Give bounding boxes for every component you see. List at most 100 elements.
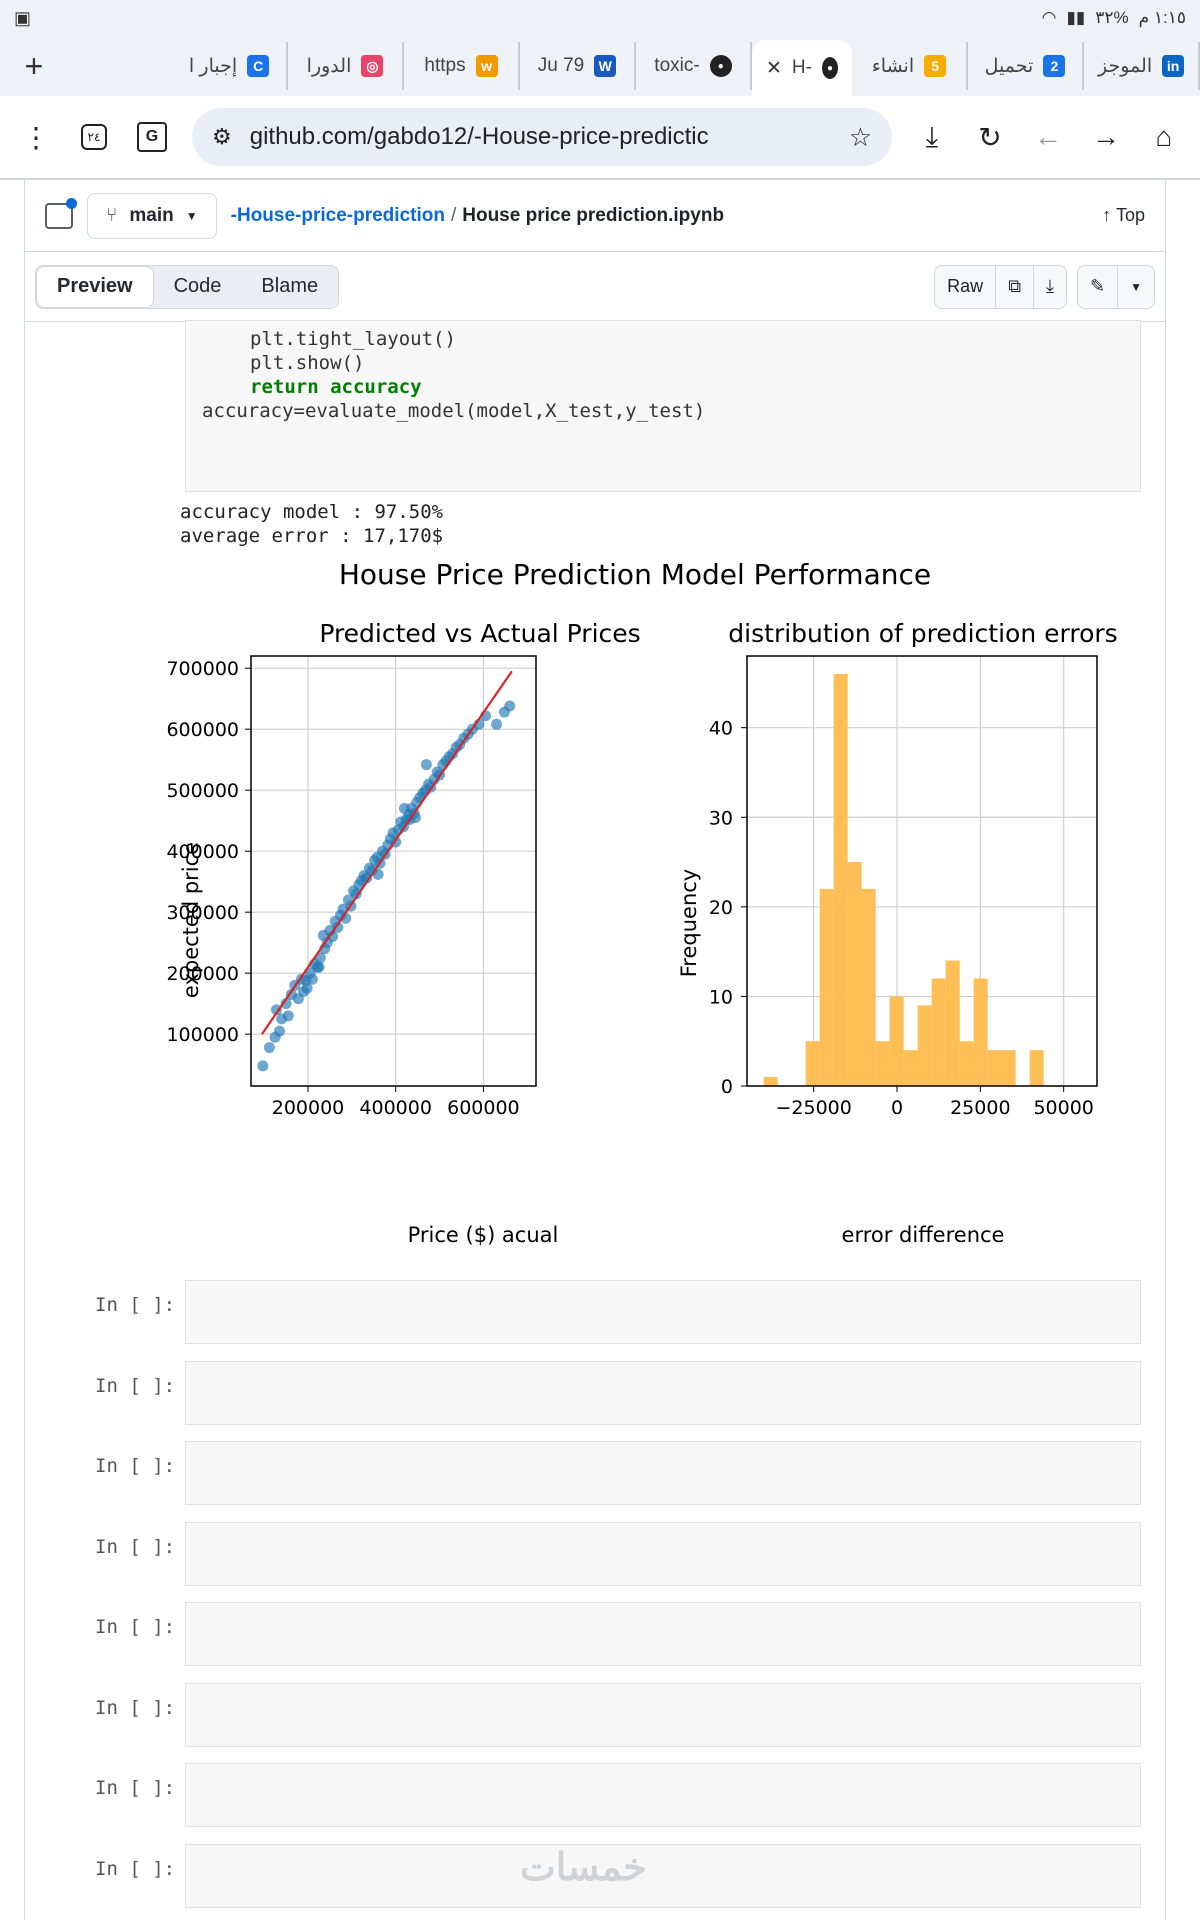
scatter-point — [504, 700, 516, 712]
url-bar[interactable]: ⚙ github.com/gabdo12/-House-price-predic… — [192, 108, 892, 166]
empty-code-cell[interactable] — [185, 1360, 1141, 1425]
empty-code-cell[interactable] — [185, 1843, 1141, 1908]
branch-name: main — [129, 204, 174, 226]
histogram-bar — [931, 978, 946, 1086]
close-tab-icon[interactable]: ✕ — [766, 57, 782, 79]
c-icon: C — [247, 55, 270, 77]
scatter-point — [313, 961, 325, 973]
browser-tab[interactable]: 2 تحميل — [968, 42, 1084, 90]
cell-prompt: In [ ]: — [95, 1374, 176, 1397]
y-tick-label: 100000 — [166, 1024, 239, 1046]
tab-code[interactable]: Code — [173, 275, 222, 297]
histogram-bar — [833, 673, 848, 1086]
sidebar-toggle-icon[interactable] — [45, 197, 77, 229]
address-toolbar: ⋮ ٢٤ G ⚙ github.com/gabdo12/-House-price… — [0, 96, 1200, 178]
back-arrow-icon[interactable]: ← — [1034, 121, 1062, 152]
empty-code-cell[interactable] — [185, 1602, 1141, 1666]
reload-icon[interactable]: ↻ — [978, 121, 1002, 153]
edit-actions: ✎ ▼ — [1077, 264, 1155, 309]
scatter-point — [398, 802, 410, 814]
histogram-bar — [875, 1041, 890, 1086]
x-tick-label: 50000 — [1033, 1097, 1093, 1119]
empty-code-cell[interactable] — [185, 1763, 1141, 1827]
signal-icon: ▮▮ — [1066, 8, 1086, 27]
y-tick-label: 400000 — [166, 841, 239, 863]
branch-selector[interactable]: ⑂ main ▼ — [87, 192, 217, 239]
forward-arrow-icon[interactable]: → — [1092, 121, 1120, 152]
tab-label: https — [424, 55, 466, 76]
tab-label: الموجز — [1098, 55, 1153, 77]
download-file-icon[interactable]: ⤓ — [1046, 276, 1055, 296]
tab-count-icon[interactable]: ٢٤ — [76, 119, 112, 155]
browser-tab[interactable]: 5 انشاء — [852, 42, 968, 90]
top-link[interactable]: ↑ Top — [1102, 205, 1145, 225]
translate-icon[interactable]: G — [134, 119, 170, 155]
divider — [0, 178, 1200, 180]
browser-tab[interactable]: ● -toxic — [636, 42, 752, 90]
number-5-icon: 5 — [924, 55, 947, 77]
histogram-bar — [1001, 1050, 1016, 1086]
tab-label: انشاء — [871, 55, 915, 77]
bookmark-star-icon[interactable]: ☆ — [848, 121, 872, 152]
x-tick-label: 25000 — [950, 1097, 1010, 1119]
file-toolbar: Preview Code Blame Raw ⧉ ⤓ ✎ ▼ — [25, 252, 1165, 322]
plot-frame — [746, 655, 1098, 1087]
download-icon[interactable]: ⤓ — [925, 120, 939, 152]
scatter-xlabel: Price ($) acual — [408, 1223, 559, 1247]
scatter-point — [257, 1060, 269, 1072]
cell-prompt: In [ ]: — [95, 1535, 176, 1558]
y-tick-label: 20 — [709, 897, 733, 919]
caret-down-icon[interactable]: ▼ — [1130, 279, 1142, 294]
status-bar: ▣ ١:١٥ م %٣٢ ▮▮ ◠ — [0, 0, 1200, 36]
site-settings-icon[interactable]: ⚙ — [212, 124, 232, 149]
scatter-title: Predicted vs Actual Prices — [319, 619, 640, 648]
scatter-point — [263, 1042, 275, 1054]
tab-preview[interactable]: Preview — [36, 265, 154, 308]
pencil-icon[interactable]: ✎ — [1078, 265, 1119, 308]
browser-tab[interactable]: in الموجز — [1084, 42, 1200, 90]
y-tick-label: 500000 — [166, 780, 239, 802]
empty-code-cell[interactable] — [185, 1280, 1141, 1344]
output-line: accuracy model : 97.50% — [180, 501, 444, 523]
cell-prompt: In [ ]: — [95, 1777, 176, 1799]
scatter-point — [350, 888, 362, 900]
browser-tab[interactable]: ● -H ✕ — [752, 40, 852, 96]
plot-frame — [250, 655, 537, 1087]
view-tabs: Preview Code Blame — [35, 264, 340, 309]
clock: ١:١٥ م — [1138, 8, 1186, 27]
image-notification-icon: ▣ — [14, 7, 32, 28]
wifi-icon: ◠ — [1041, 8, 1057, 27]
menu-icon[interactable]: ⋮ — [22, 121, 50, 153]
number-2-icon: 2 — [1043, 55, 1066, 77]
home-icon[interactable]: ⌂ — [1155, 121, 1173, 152]
performance-figure: House Price Prediction Model Performance… — [166, 558, 1117, 1247]
tab-blame[interactable]: Blame — [261, 275, 319, 297]
empty-code-cell[interactable] — [185, 1521, 1141, 1586]
code-line: accuracy=evaluate_model(model,X_test,y_t… — [202, 400, 706, 422]
browser-tab[interactable]: C إجبار ا — [172, 42, 288, 90]
code-line: plt.tight_layout() — [250, 328, 456, 350]
x-tick-label: −25000 — [775, 1097, 851, 1119]
scatter-plot: 200000 400000 600000 100000 200000 300000 4000… — [166, 655, 537, 1119]
empty-code-cell[interactable] — [185, 1441, 1141, 1505]
repo-link[interactable]: -House-price-prediction — [230, 204, 445, 226]
browser-tab[interactable]: W 79 Ju — [520, 42, 636, 90]
code-line: return accuracy — [250, 376, 422, 398]
browser-tab[interactable]: w https — [404, 42, 520, 90]
tab-label: تحميل — [984, 55, 1034, 77]
empty-code-cell[interactable] — [185, 1682, 1141, 1747]
histogram-bar — [987, 1050, 1002, 1086]
cell-prompt: In [ ]: — [95, 1616, 176, 1638]
browser-tab[interactable]: ◎ الدورا — [288, 42, 404, 90]
scatter-point — [282, 1010, 294, 1022]
hist-xlabel: error difference — [842, 1223, 1005, 1247]
new-tab-button[interactable]: + — [24, 47, 44, 84]
y-tick-label: 40 — [709, 718, 733, 740]
scatter-ylabel: expected price — [179, 842, 203, 998]
battery-level: %٣٢ — [1095, 8, 1129, 27]
histogram-bar — [847, 862, 862, 1086]
copy-icon[interactable]: ⧉ — [996, 265, 1035, 308]
y-tick-label: 0 — [721, 1076, 733, 1098]
histogram-bar — [763, 1077, 778, 1086]
raw-button[interactable]: Raw — [935, 265, 997, 308]
